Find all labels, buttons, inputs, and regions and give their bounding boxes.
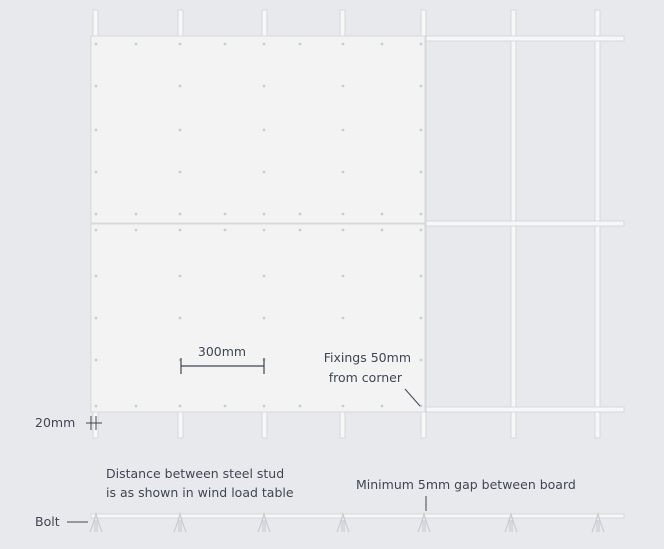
fixing-dot	[341, 274, 345, 278]
fixing-dot	[94, 42, 98, 46]
rail-middle	[425, 220, 625, 227]
bolt-rail	[90, 513, 625, 519]
bolt-icon	[257, 511, 271, 533]
fixing-dot	[341, 84, 345, 88]
fixing-dot	[262, 316, 266, 320]
steel-rails	[425, 35, 625, 413]
fixing-dot	[419, 170, 423, 174]
fixing-dot	[178, 128, 182, 132]
spacing-label: 300mm	[198, 344, 246, 359]
fixing-dot	[262, 170, 266, 174]
fixing-dot	[178, 42, 182, 46]
fixing-dot	[94, 404, 98, 408]
fixing-dot	[223, 42, 227, 46]
fixing-dot	[341, 404, 345, 408]
fixing-dot	[419, 42, 423, 46]
fixing-dot	[419, 316, 423, 320]
fixing-dot	[134, 42, 138, 46]
fixing-dot	[262, 212, 266, 216]
fixing-dot	[262, 404, 266, 408]
fixing-dot	[94, 358, 98, 362]
stud-distance-line2: is as shown in wind load table	[106, 485, 294, 500]
fixing-dot	[94, 170, 98, 174]
fixing-dot	[134, 228, 138, 232]
edge-distance-label: 20mm	[35, 415, 75, 430]
fixing-dot	[419, 358, 423, 362]
fixing-dot	[380, 212, 384, 216]
fixing-dot	[178, 170, 182, 174]
fixing-dot	[94, 228, 98, 232]
bolts	[89, 511, 605, 533]
fixing-dot	[94, 128, 98, 132]
rail-bottom	[425, 406, 625, 413]
bolt-icon	[336, 511, 350, 533]
edge-distance-marker	[86, 416, 102, 430]
fixing-dot	[341, 128, 345, 132]
fixing-dot	[419, 228, 423, 232]
fixing-dot	[178, 228, 182, 232]
fixing-dot	[223, 228, 227, 232]
rail-top	[425, 35, 625, 42]
fixing-dot	[341, 316, 345, 320]
bolt-icon	[89, 511, 103, 533]
boards	[90, 35, 426, 413]
board-bottom	[90, 223, 426, 413]
fixings	[94, 42, 423, 408]
fixing-dot	[419, 274, 423, 278]
gap-note: Minimum 5mm gap between board	[356, 477, 576, 492]
bolt-icon	[591, 511, 605, 533]
fixing-dot	[178, 316, 182, 320]
bolt-icon	[417, 511, 431, 533]
fixing-dot	[419, 84, 423, 88]
fixing-dot	[298, 212, 302, 216]
fixing-dot	[341, 42, 345, 46]
fixing-dot	[178, 404, 182, 408]
fixing-dot	[262, 128, 266, 132]
fixing-dot	[341, 170, 345, 174]
fixings-note-line1: Fixings 50mm	[324, 350, 411, 365]
fixing-dot	[341, 358, 345, 362]
fixing-dot	[262, 274, 266, 278]
fixing-dot	[94, 316, 98, 320]
fixings-note-line2: from corner	[329, 370, 403, 385]
bolt-label: Bolt	[35, 514, 60, 529]
fixing-dot	[341, 228, 345, 232]
fixing-dot	[134, 212, 138, 216]
fixing-dot	[380, 404, 384, 408]
fixing-dot	[419, 212, 423, 216]
fixing-dot	[262, 42, 266, 46]
fixings-leader	[404, 388, 421, 407]
fixing-dot	[223, 212, 227, 216]
fixing-dot	[380, 228, 384, 232]
fixing-dot	[178, 274, 182, 278]
fixing-dot	[178, 84, 182, 88]
fixing-dot	[94, 212, 98, 216]
fixing-dot	[262, 84, 266, 88]
fixing-dot	[94, 84, 98, 88]
fixing-dot	[262, 228, 266, 232]
bolt-icon	[504, 511, 518, 533]
fixing-dot	[134, 404, 138, 408]
fixing-dot	[419, 404, 423, 408]
fixing-dot	[380, 42, 384, 46]
fixing-dot	[298, 404, 302, 408]
fixing-dot	[94, 274, 98, 278]
fixing-dot	[298, 42, 302, 46]
fixing-dot	[298, 228, 302, 232]
fixing-dot	[419, 128, 423, 132]
fixing-dot	[223, 404, 227, 408]
spacing-dimension	[180, 358, 265, 374]
fixing-dot	[341, 212, 345, 216]
stud-distance-line1: Distance between steel stud	[106, 466, 284, 481]
board-top	[90, 35, 426, 224]
bolt-icon	[173, 511, 187, 533]
fixing-dot	[178, 212, 182, 216]
